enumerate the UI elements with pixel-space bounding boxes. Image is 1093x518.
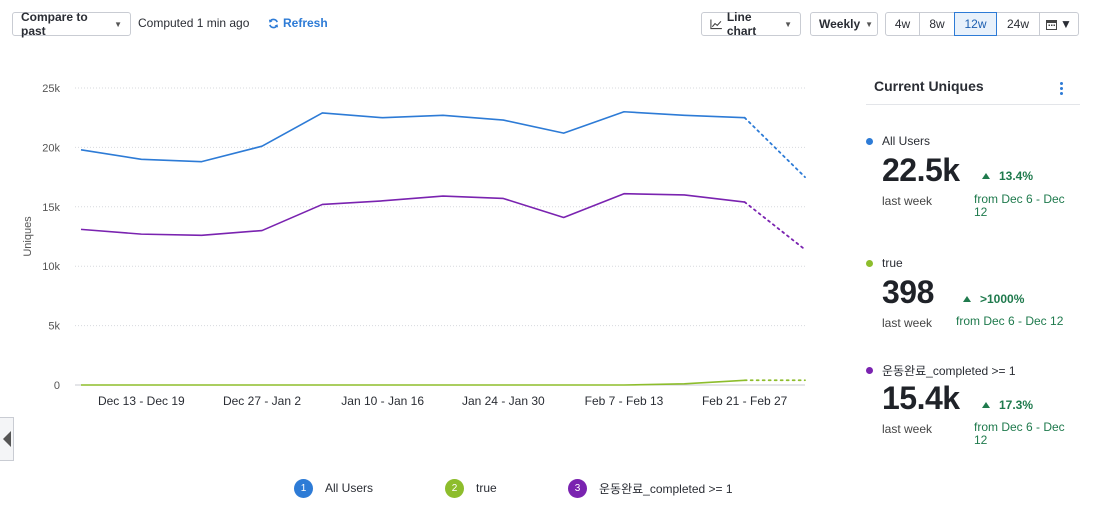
series-line-incomplete (743, 201, 806, 251)
metric-change-text: 17.3% (999, 398, 1034, 412)
chevron-left-icon (2, 431, 11, 447)
x-tick-label: Feb 21 - Feb 27 (702, 394, 788, 408)
refresh-button[interactable]: Refresh (268, 16, 328, 30)
interval-label: Weekly (819, 17, 861, 31)
compare-label: Compare to past (21, 10, 88, 38)
metric-period: last week (882, 316, 933, 330)
chart-type-dropdown[interactable]: Line chart ▼ (701, 10, 801, 38)
range-8w-button[interactable]: 8w (919, 12, 955, 36)
series-dot (866, 137, 873, 145)
legend-item-all-users[interactable]: 1 All Users (294, 478, 373, 498)
y-tick-label: 25k (42, 83, 60, 95)
metric-workout-completed: 운동완료_completed >= 1 15.4k last week 17.3… (866, 362, 1080, 462)
collapse-sidebar-tab[interactable] (0, 417, 14, 461)
y-tick-label: 10k (42, 261, 60, 273)
refresh-label: Refresh (283, 16, 328, 30)
x-tick-label: Dec 13 - Dec 19 (98, 394, 185, 408)
chevron-down-icon: ▼ (1060, 17, 1072, 31)
metric-value: 22.5k (882, 152, 960, 188)
metric-true: true 398 last week >1000% from Dec 6 - D… (866, 256, 1080, 336)
x-tick-label: Jan 10 - Jan 16 (341, 394, 424, 408)
metric-change-text: 13.4% (999, 169, 1034, 183)
y-tick-label: 5k (48, 321, 60, 333)
arrow-up-icon (982, 173, 990, 179)
x-tick-label: Jan 24 - Jan 30 (462, 394, 545, 408)
metric-value: 398 (882, 274, 934, 310)
series-dot (866, 259, 873, 267)
x-tick-label: Dec 27 - Jan 2 (223, 394, 301, 408)
metric-name: true (866, 256, 903, 270)
legend-label: 운동완료_completed >= 1 (599, 481, 733, 496)
interval-dropdown[interactable]: Weekly ▼ (810, 12, 878, 36)
legend-index-badge: 3 (568, 478, 587, 498)
metric-name: All Users (866, 134, 930, 148)
series-line (80, 192, 745, 237)
calendar-icon (1046, 19, 1058, 30)
metric-period: last week (882, 194, 933, 208)
custom-date-dropdown[interactable]: ▼ (1039, 12, 1079, 36)
range-24w-button[interactable]: 24w (996, 12, 1040, 36)
legend-label: All Users (325, 481, 374, 495)
legend-index-badge: 1 (294, 478, 313, 498)
legend-item-true[interactable]: 2 true (445, 478, 497, 498)
series-dot (866, 367, 873, 374)
computed-status: Computed 1 min ago (138, 16, 250, 30)
legend-index-badge: 2 (445, 478, 464, 498)
line-chart-icon (710, 18, 722, 29)
legend-label: true (476, 481, 497, 495)
y-tick-label: 0 (54, 380, 60, 392)
chart-type-label: Line chart (726, 10, 757, 38)
metric-change-text: >1000% (980, 292, 1025, 306)
compare-to-past-dropdown[interactable]: Compare to past ▼ (12, 10, 131, 38)
range-12w-button[interactable]: 12w (954, 12, 997, 36)
arrow-up-icon (982, 402, 990, 408)
metric-change: 13.4% (982, 169, 1033, 183)
range-4w-button[interactable]: 4w (885, 12, 920, 36)
more-options-icon[interactable] (1060, 82, 1064, 97)
chevron-down-icon: ▼ (865, 19, 874, 29)
x-tick-label: Feb 7 - Feb 13 (585, 394, 664, 408)
metric-name-text: 운동완료_completed >= 1 (882, 364, 1016, 378)
metric-from: from Dec 6 - Dec 12 (974, 420, 1065, 447)
metric-name-text: All Users (882, 134, 931, 148)
metric-value: 15.4k (882, 380, 960, 416)
arrow-up-icon (963, 296, 971, 302)
legend-item-workout-completed[interactable]: 3 운동완료_completed >= 1 (568, 478, 733, 498)
current-uniques-panel: Current Uniques (866, 72, 1080, 105)
series-line (81, 379, 745, 386)
chart-svg: 0 5k 10k 15k 20k 25k Uniques Dec 13 - Dec 19 Dec… (22, 83, 806, 408)
series-line (80, 110, 745, 163)
y-axis-label: Uniques (22, 216, 34, 257)
metric-name: 운동완료_completed >= 1 (866, 362, 1016, 379)
panel-title: Current Uniques (866, 72, 1080, 105)
metric-change: >1000% (963, 292, 1024, 306)
y-tick-label: 15k (42, 202, 60, 214)
line-chart: 0 5k 10k 15k 20k 25k Uniques Dec 13 - Dec 19 Dec… (0, 60, 860, 420)
metric-from: from Dec 6 - Dec 12 (974, 192, 1065, 219)
metric-change: 17.3% (982, 398, 1033, 412)
metric-period: last week (882, 422, 933, 436)
metric-all-users: All Users 22.5k last week 13.4% from Dec… (866, 134, 1080, 234)
chevron-down-icon: ▼ (114, 19, 122, 29)
chevron-down-icon: ▼ (784, 19, 792, 29)
panel-title-text: Current Uniques (874, 78, 984, 94)
metric-from: from Dec 6 - Dec 12 (956, 314, 1064, 328)
metric-name-text: true (882, 256, 903, 270)
series-line-incomplete (743, 116, 806, 178)
y-tick-label: 20k (42, 142, 60, 154)
refresh-icon (268, 18, 279, 28)
toolbar: Compare to past ▼ Computed 1 min ago Ref… (0, 0, 1093, 48)
